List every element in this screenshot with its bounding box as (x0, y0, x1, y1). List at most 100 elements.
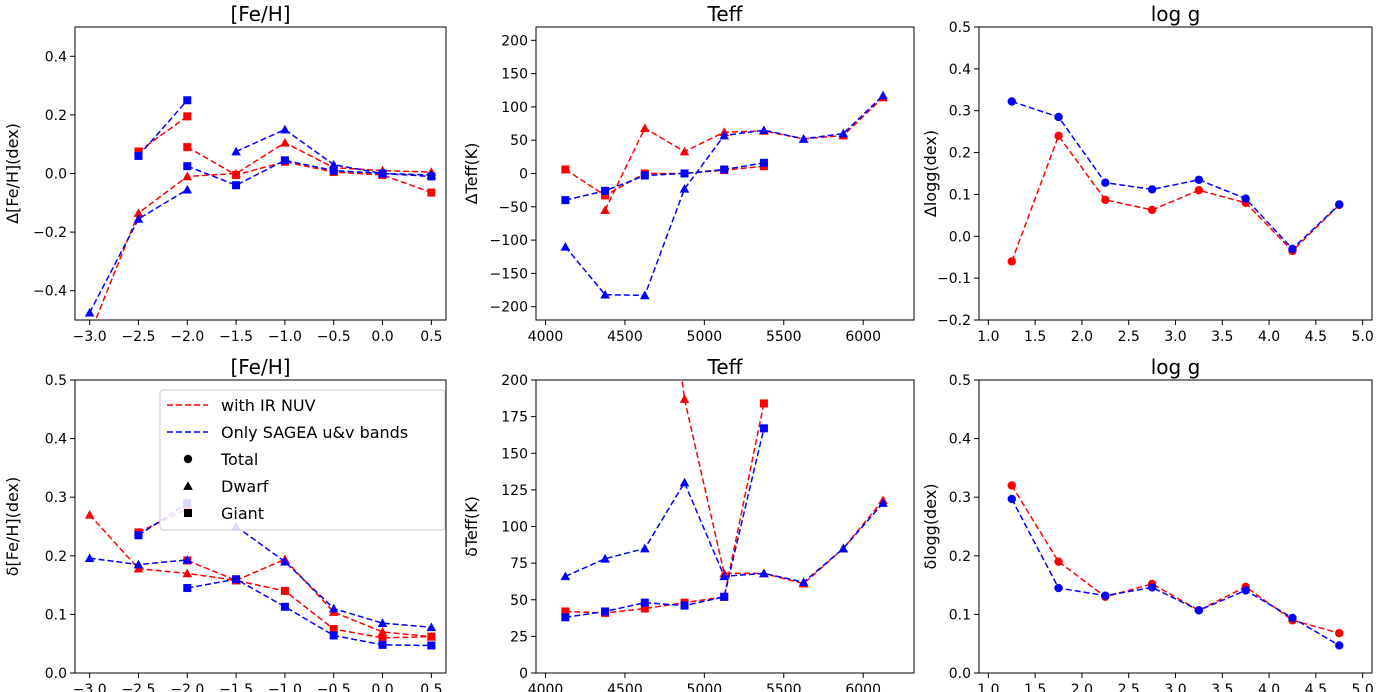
data-point (639, 290, 650, 300)
data-point (329, 625, 338, 634)
data-point (640, 598, 649, 607)
plot-frame (74, 379, 447, 674)
x-tick-label: 5500 (766, 329, 802, 345)
series-group (1007, 481, 1344, 650)
data-point (680, 601, 689, 610)
data-point (232, 170, 241, 179)
x-tick-label: 1.5 (1024, 329, 1046, 345)
y-tick-label: −0.2 (937, 313, 971, 329)
y-tick-label: 50 (510, 593, 528, 609)
y-tick-label: −100 (490, 233, 528, 249)
y-tick-label: 25 (510, 629, 528, 645)
series-line (1011, 134, 1340, 262)
y-tick-label: 0.2 (45, 108, 67, 124)
y-tick-label: 0.0 (949, 666, 971, 682)
data-point (84, 553, 95, 562)
y-tick-label: 150 (501, 446, 528, 462)
data-point (1101, 195, 1110, 205)
data-point (1194, 606, 1204, 615)
subplot-6: 1.0 1.5 2.0 2.5 3.0 3.5 4.0 4.5 5.0 0.0 0.1 0.2 0.3 0… (921, 355, 1374, 692)
x-tick-label: 5000 (687, 329, 723, 345)
data-point (759, 125, 769, 135)
x-tick-label: 5.0 (1352, 329, 1374, 345)
series-line (186, 146, 432, 194)
data-point (134, 147, 143, 156)
x-tick-label: −2.0 (170, 682, 204, 692)
data-point (1054, 583, 1063, 593)
data-point (280, 137, 290, 147)
data-point (134, 151, 143, 160)
y-tick-label: 0.4 (949, 62, 971, 78)
data-point (600, 289, 610, 299)
x-tick-label: 1.5 (1024, 682, 1046, 692)
data-point (561, 196, 570, 205)
data-point (378, 169, 387, 178)
series-line (565, 480, 884, 583)
subplot-2: 4000 4500 5000 5500 6000 −200 −150 −100 −50 0 50 10… (462, 2, 915, 345)
x-tick-label: −3.0 (73, 682, 107, 692)
y-tick-label: 0.0 (949, 229, 971, 245)
legend-marker-swatch (183, 454, 193, 464)
x-tick-label: 2.5 (1118, 682, 1140, 692)
data-point (232, 181, 241, 190)
y-tick-label: 50 (510, 133, 528, 149)
data-point (1335, 628, 1344, 638)
data-point (719, 571, 730, 581)
series-line (1011, 498, 1340, 647)
data-point (1007, 257, 1016, 266)
data-point (280, 124, 290, 134)
series-line (137, 99, 188, 157)
data-point (639, 123, 650, 133)
x-tick-label: 4500 (607, 329, 643, 345)
y-tick-label: 0 (519, 666, 528, 682)
data-point (1101, 178, 1110, 187)
data-point (639, 543, 650, 553)
legend-label: Only SAGEA u&v bands (221, 423, 408, 442)
y-tick-label: 100 (501, 100, 528, 116)
data-point (878, 498, 888, 507)
x-tick-label: 2.5 (1118, 329, 1140, 345)
plot-frame (978, 379, 1373, 674)
data-point (640, 171, 649, 180)
subplot-title: log g (1151, 355, 1201, 379)
subplot-title: Teff (707, 2, 744, 26)
data-point (679, 477, 690, 487)
y-axis-label: δTeff(K) (462, 496, 481, 557)
subplot-5: 4000 4500 5000 5500 6000 0 25 50 75 100 125 150 175 2… (462, 355, 915, 692)
data-point (561, 607, 570, 616)
subplot-title: [Fe/H] (230, 2, 290, 26)
y-tick-label: 0.2 (45, 549, 67, 565)
legend-marker-swatch (184, 509, 192, 517)
data-point (328, 603, 339, 613)
x-tick-label: 2.0 (1071, 682, 1093, 692)
data-point (600, 553, 610, 563)
data-point (1335, 641, 1344, 650)
data-point (759, 158, 768, 167)
data-point (1054, 557, 1063, 566)
data-point (601, 186, 610, 195)
y-tick-label: 0.1 (949, 187, 971, 203)
series-line (187, 578, 432, 647)
data-point (1288, 244, 1297, 254)
x-tick-label: −0.5 (317, 682, 351, 692)
y-axis-label: ΔTeff(K) (462, 143, 481, 205)
x-tick-label: 3.5 (1211, 329, 1233, 345)
data-point (183, 112, 192, 121)
data-point (640, 604, 649, 613)
x-tick-label: 5000 (687, 682, 723, 692)
x-tick-label: −1.0 (268, 682, 302, 692)
y-tick-label: 125 (501, 483, 528, 499)
data-point (232, 575, 241, 584)
subplot-title: log g (1151, 2, 1201, 26)
data-point (601, 191, 610, 200)
y-tick-label: 0.0 (45, 167, 67, 183)
data-point (1241, 194, 1250, 203)
data-point (183, 162, 192, 171)
data-point (878, 90, 888, 100)
data-point (134, 531, 143, 540)
data-point (1194, 186, 1204, 195)
data-point (1335, 200, 1344, 209)
series-group (1007, 97, 1344, 266)
y-tick-label: 0.5 (949, 373, 971, 389)
data-point (561, 165, 570, 174)
